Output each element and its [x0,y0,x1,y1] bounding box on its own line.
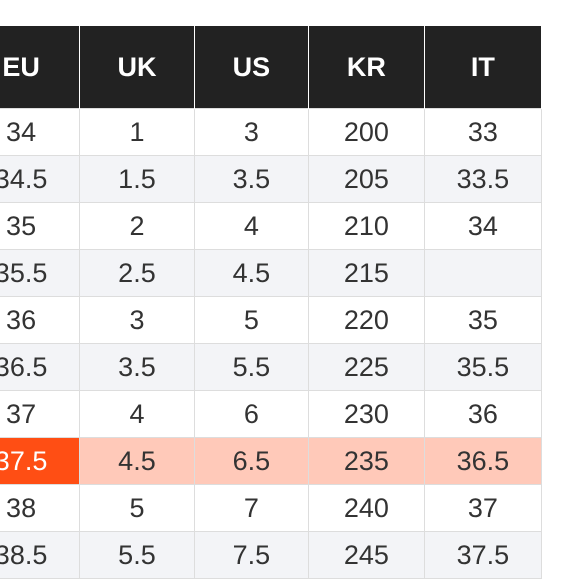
column-header-us: US [193,26,310,109]
cell-eu: 37 [0,390,81,438]
cell-kr: 210 [308,202,425,250]
cell-it: 34 [423,202,543,250]
cell-us: 3.5 [193,155,310,203]
cell-eu: 34 [0,108,81,156]
cell-uk: 3.5 [79,343,195,391]
column-header-uk: UK [79,26,195,109]
cell-kr: 230 [308,390,425,438]
cell-it: 37.5 [423,531,543,579]
cell-us: 6 [193,390,310,438]
cell-uk: 5.5 [79,531,195,579]
table-header: EU UK US KR IT [0,26,543,109]
cell-us: 4 [193,202,310,250]
cell-eu: 36 [0,296,81,344]
cell-kr: 245 [308,531,425,579]
cell-it: 35 [423,296,543,344]
size-conversion-table: EU UK US KR IT 34 1 3 200 33 34.5 1.5 3.… [0,26,543,579]
cell-eu: 35 [0,202,81,250]
cell-eu-selected: 37.5 [0,437,81,485]
table-row: 34.5 1.5 3.5 205 33.5 [0,155,543,203]
cell-us: 5.5 [193,343,310,391]
cell-kr: 205 [308,155,425,203]
cell-eu: 38 [0,484,81,532]
column-header-eu: EU [0,26,81,109]
cell-us: 4.5 [193,249,310,297]
cell-kr: 220 [308,296,425,344]
cell-eu: 36.5 [0,343,81,391]
cell-it: 37 [423,484,543,532]
cell-us: 5 [193,296,310,344]
cell-us: 6.5 [193,437,310,485]
cell-uk: 4 [79,390,195,438]
cell-it: 36.5 [423,437,543,485]
table-row: 38 5 7 240 37 [0,484,543,532]
table-row: 36 3 5 220 35 [0,296,543,344]
cell-uk: 4.5 [79,437,195,485]
table-row-highlighted: 37.5 4.5 6.5 235 36.5 [0,437,543,485]
cell-it [423,249,543,297]
cell-uk: 2.5 [79,249,195,297]
table-row: 37 4 6 230 36 [0,390,543,438]
cell-eu: 38.5 [0,531,81,579]
cell-us: 7.5 [193,531,310,579]
cell-kr: 215 [308,249,425,297]
cell-us: 3 [193,108,310,156]
column-header-kr: KR [308,26,425,109]
cell-it: 36 [423,390,543,438]
cell-uk: 1.5 [79,155,195,203]
cell-kr: 235 [308,437,425,485]
cell-kr: 225 [308,343,425,391]
cell-it: 35.5 [423,343,543,391]
cell-it: 33.5 [423,155,543,203]
cell-kr: 200 [308,108,425,156]
table-row: 35 2 4 210 34 [0,202,543,250]
table-row: 38.5 5.5 7.5 245 37.5 [0,531,543,579]
cell-uk: 3 [79,296,195,344]
cell-uk: 5 [79,484,195,532]
cell-eu: 35.5 [0,249,81,297]
header-row: EU UK US KR IT [0,26,543,109]
table-body: 34 1 3 200 33 34.5 1.5 3.5 205 33.5 35 2… [0,108,543,579]
cell-it: 33 [423,108,543,156]
cell-eu: 34.5 [0,155,81,203]
cell-uk: 1 [79,108,195,156]
table-row: 36.5 3.5 5.5 225 35.5 [0,343,543,391]
cell-kr: 240 [308,484,425,532]
column-header-it: IT [423,26,543,109]
table-row: 34 1 3 200 33 [0,108,543,156]
table-row: 35.5 2.5 4.5 215 [0,249,543,297]
cell-uk: 2 [79,202,195,250]
cell-us: 7 [193,484,310,532]
